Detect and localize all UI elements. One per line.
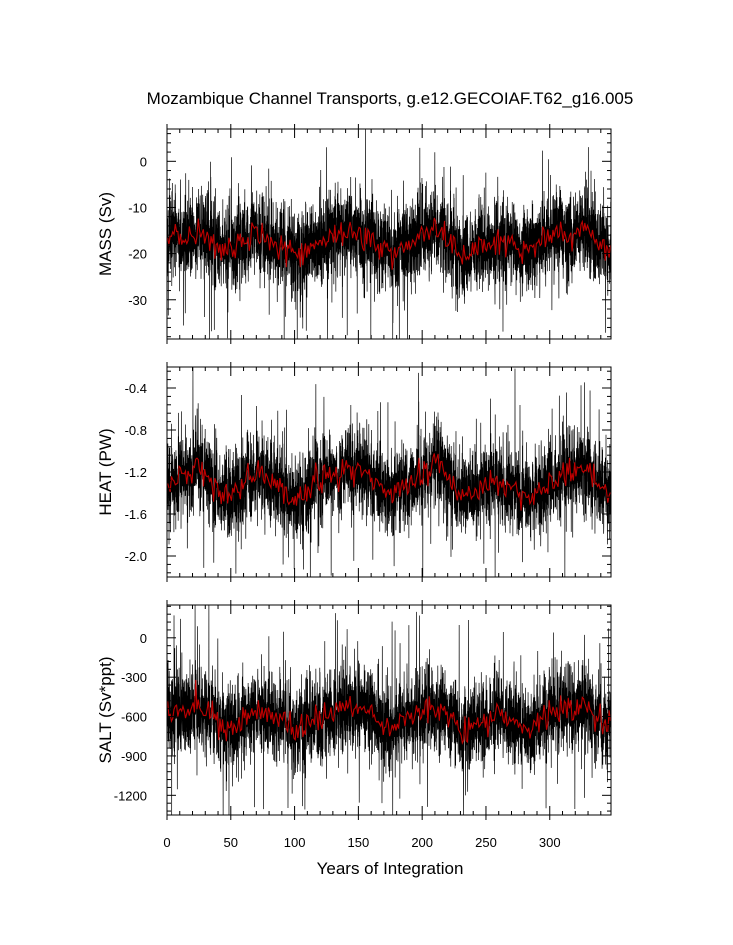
y-tick-label: -300 bbox=[121, 670, 147, 685]
y-tick-label: -2.0 bbox=[125, 549, 147, 564]
series-annual-mean-line bbox=[167, 453, 611, 511]
series-annual-mean-line bbox=[167, 217, 611, 270]
y-tick-label: -1200 bbox=[114, 788, 147, 803]
plot-frame bbox=[166, 604, 612, 816]
y-tick-label: 0 bbox=[140, 154, 147, 169]
x-tick-label: 50 bbox=[224, 835, 238, 850]
y-axis-label: MASS (Sv) bbox=[96, 192, 115, 276]
panel-mass: 0 -10 -20 -30 MASS (Sv) bbox=[96, 124, 612, 344]
y-tick-label: -30 bbox=[128, 293, 147, 308]
y-tick-label: -20 bbox=[128, 247, 147, 262]
x-tick-label: 100 bbox=[284, 835, 306, 850]
y-tick-label: -0.4 bbox=[125, 381, 147, 396]
y-tick-label: -0.8 bbox=[125, 423, 147, 438]
panel-salt: 0 -300 -600 -900 -1200 SALT (Sv*ppt) 0 50 100 150… bbox=[96, 600, 612, 850]
series-monthly-line bbox=[167, 129, 611, 339]
series-annual-mean-line bbox=[167, 679, 611, 745]
y-tick-label: -600 bbox=[121, 710, 147, 725]
x-tick-label: 200 bbox=[411, 835, 433, 850]
panel-heat: -0.4 -0.8 -1.2 -1.6 -2.0 HEAT (PW) bbox=[96, 362, 612, 582]
series-monthly-line bbox=[167, 605, 611, 815]
x-tick-label: 300 bbox=[539, 835, 561, 850]
chart-title: Mozambique Channel Transports, g.e12.GEC… bbox=[147, 89, 634, 108]
x-tick-label: 250 bbox=[475, 835, 497, 850]
x-axis-label: Years of Integration bbox=[317, 859, 464, 878]
y-tick-label: -900 bbox=[121, 749, 147, 764]
series-monthly-line bbox=[167, 367, 611, 577]
x-tick-label: 150 bbox=[348, 835, 370, 850]
y-tick-label: -1.6 bbox=[125, 507, 147, 522]
y-axis-label: SALT (Sv*ppt) bbox=[96, 656, 115, 763]
y-axis-label: HEAT (PW) bbox=[96, 428, 115, 515]
plot-frame bbox=[166, 128, 612, 340]
y-tick-label: -10 bbox=[128, 200, 147, 215]
y-tick-label: -1.2 bbox=[125, 465, 147, 480]
y-tick-label: 0 bbox=[140, 631, 147, 646]
x-tick-label: 0 bbox=[163, 835, 170, 850]
